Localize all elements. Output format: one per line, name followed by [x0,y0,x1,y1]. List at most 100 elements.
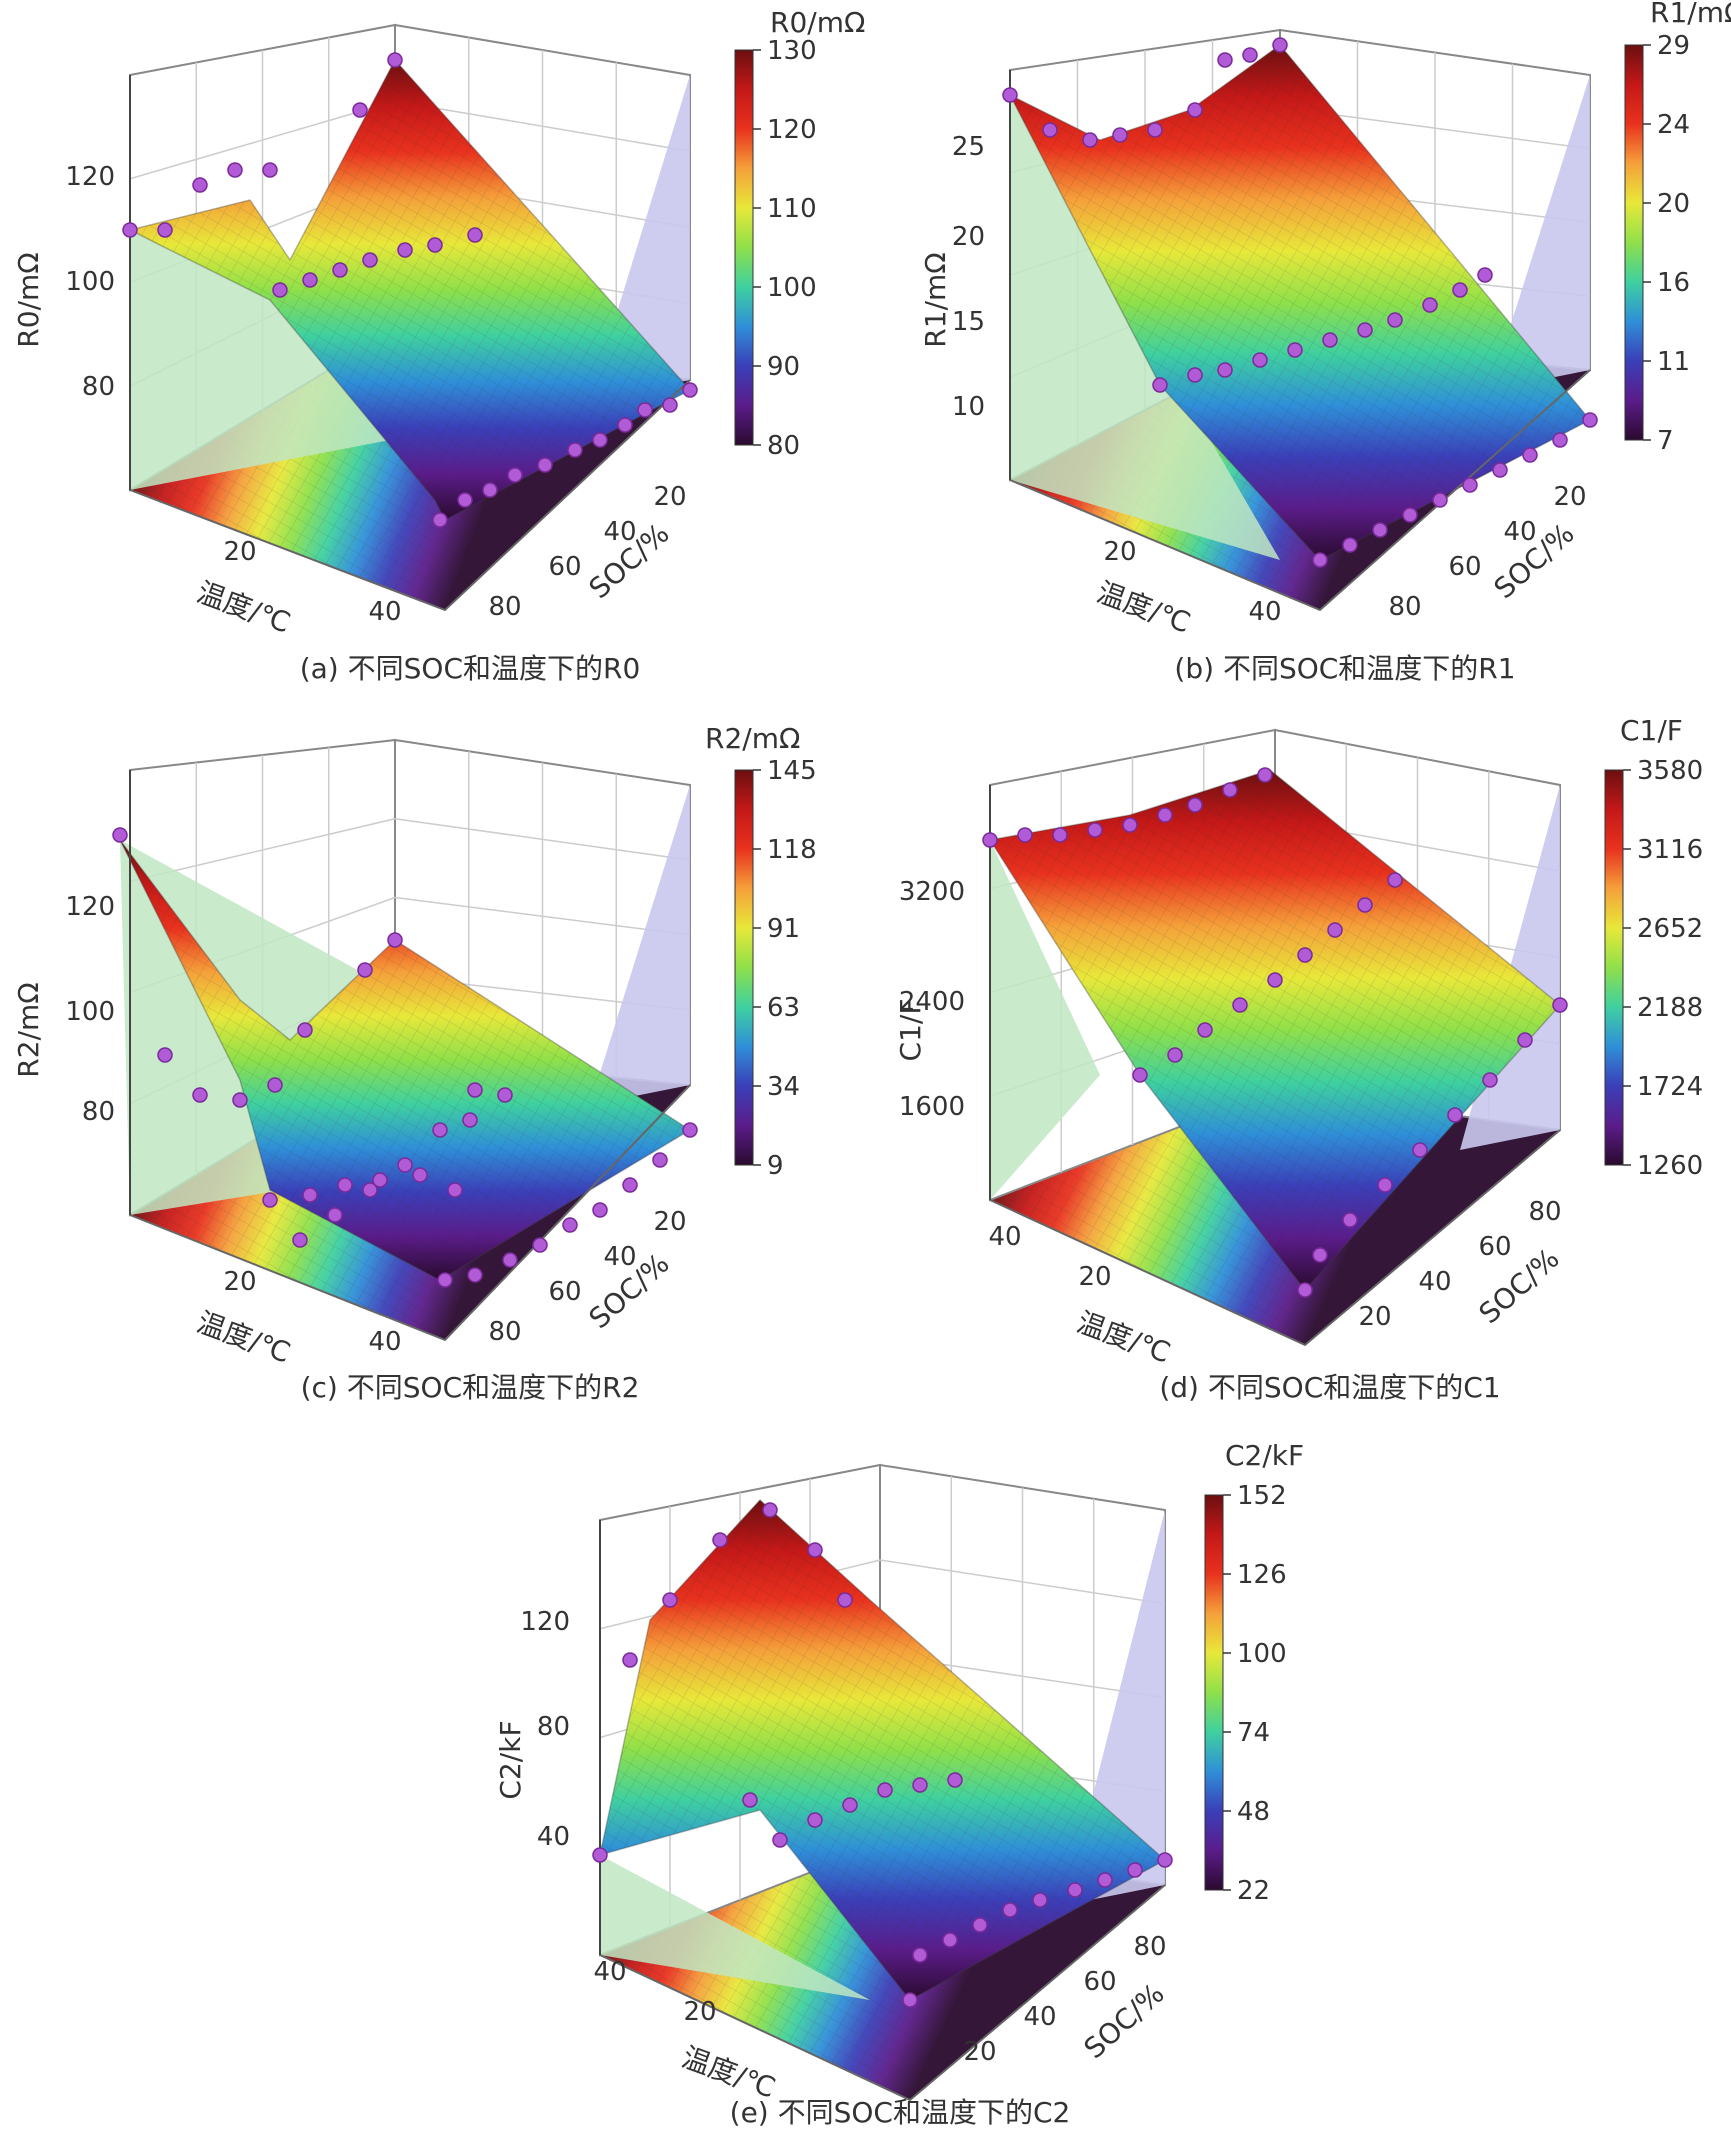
colorbar-tick-label: 20 [1657,189,1690,219]
data-marker [1552,432,1568,448]
soc-tick-label: 20 [963,2037,996,2067]
data-marker [467,1267,483,1283]
temperature-tick-label: 20 [223,1267,256,1297]
data-marker [1127,1862,1143,1878]
soc-tick-label: 20 [653,482,686,512]
data-marker [227,162,243,178]
z-axis-label: C2/kF [494,1720,527,1799]
data-marker [1387,312,1403,328]
colorbar-tick-label: 145 [767,756,817,786]
z-tick-label: 80 [82,1097,115,1127]
data-marker [1322,332,1338,348]
data-marker [1187,102,1203,118]
data-marker [1357,897,1373,913]
panel-e: 1208040402080604020温度/℃SOC/%C2/kF1521261… [494,1439,1304,2129]
data-marker [387,932,403,948]
data-marker [637,402,653,418]
data-marker [942,1932,958,1948]
grid-line [129,817,691,882]
data-marker [1242,47,1258,63]
soc-tick-label: 20 [653,1207,686,1237]
data-marker [192,177,208,193]
axis-base [989,1129,1561,1347]
surface-mesh [1010,45,1590,560]
data-marker [1312,552,1328,568]
z-tick-label: 25 [952,132,985,162]
axis-base [129,1084,691,1342]
data-marker [387,52,403,68]
data-marker [532,1237,548,1253]
data-marker [432,1122,448,1138]
temperature-tick-label: 40 [988,1222,1021,1252]
data-marker [1412,1142,1428,1158]
colorbar-tick-label: 1724 [1637,1072,1703,1102]
data-marker [1122,817,1138,833]
colorbar-tick-label: 3116 [1637,835,1703,865]
colorbar [1204,1494,1224,1891]
soc-tick-label: 20 [1553,482,1586,512]
data-marker [1042,122,1058,138]
z-axis-label: R0/mΩ [12,252,45,347]
data-marker [1187,797,1203,813]
data-marker [807,1812,823,1828]
z-tick-label: 100 [65,267,115,297]
data-marker [982,832,998,848]
temperature-tick-label: 20 [683,1997,716,2027]
soc-tick-label: 60 [1083,1967,1116,1997]
data-marker [1402,507,1418,523]
colorbar-tick-label: 152 [1237,1481,1287,1511]
data-marker [362,1182,378,1198]
data-marker [507,467,523,483]
data-marker [592,1202,608,1218]
soc-tick-label: 40 [603,1242,636,1272]
data-marker [1287,342,1303,358]
data-marker [447,1182,463,1198]
data-marker [462,1112,478,1128]
temperature-tick-label: 20 [1103,537,1136,567]
data-marker [877,1782,893,1798]
x-axis-label: 温度/℃ [1073,1306,1175,1370]
colorbar [734,769,754,1166]
data-marker [1252,352,1268,368]
soc-tick-label: 40 [603,517,636,547]
temperature-tick-label: 20 [1078,1262,1111,1292]
colorbar-tick-label: 2188 [1637,993,1703,1023]
data-marker [427,237,443,253]
colorbar [1624,44,1644,441]
data-marker [1002,1902,1018,1918]
colorbar-tick-label: 3580 [1637,756,1703,786]
data-marker [1052,827,1068,843]
data-marker [362,252,378,268]
data-marker [352,102,368,118]
soc-tick-label: 80 [1528,1197,1561,1227]
z-tick-label: 100 [65,997,115,1027]
colorbar-tick-label: 91 [767,914,800,944]
side-projection-left [600,1855,870,2000]
data-marker [592,432,608,448]
colorbar-tick-label: 34 [767,1072,800,1102]
data-marker [622,1652,638,1668]
panel-c: 12010080204020406080温度/℃SOC/%R2/mΩ145118… [12,722,817,1404]
temperature-tick-label: 40 [368,1327,401,1357]
colorbar-tick-label: 9 [767,1151,784,1181]
data-marker [742,1792,758,1808]
soc-tick-label: 40 [1023,2002,1056,2032]
data-marker [1222,782,1238,798]
data-marker [652,1152,668,1168]
colorbar-title: R0/mΩ [770,6,865,39]
data-marker [292,1232,308,1248]
colorbar-tick-label: 16 [1657,268,1690,298]
data-marker [1377,1177,1393,1193]
data-marker [1452,282,1468,298]
side-projection-left [990,840,1100,1200]
colorbar-title: R2/mΩ [705,722,800,755]
colorbar-title: C1/F [1620,714,1683,747]
data-marker [1342,1212,1358,1228]
soc-tick-label: 40 [1503,517,1536,547]
data-marker [192,1087,208,1103]
panel-caption: (d) 不同SOC和温度下的C1 [1159,1371,1500,1404]
colorbar-title: C2/kF [1225,1439,1304,1472]
z-tick-label: 80 [537,1712,570,1742]
data-marker [947,1772,963,1788]
